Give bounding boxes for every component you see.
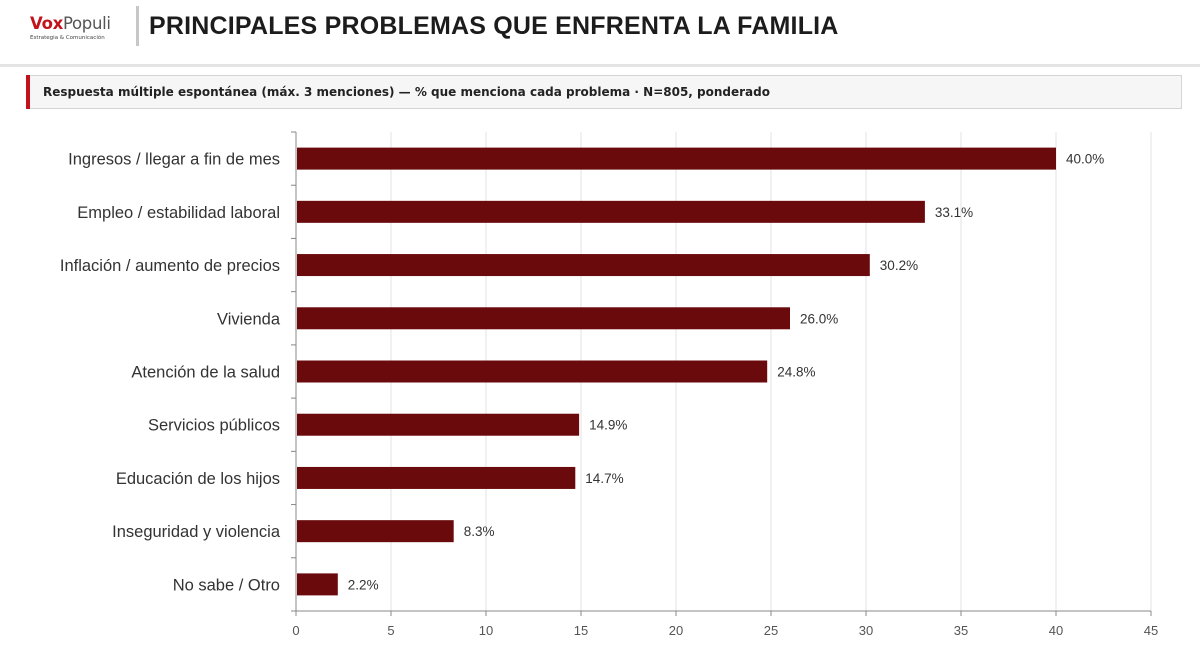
logo-wordmark: VoxPopuli [30, 14, 130, 34]
x-tick-label-6: 30 [859, 623, 873, 638]
value-label-8: 2.2% [348, 577, 379, 592]
value-label-7: 8.3% [464, 524, 495, 539]
category-label-3: Vivienda [217, 310, 281, 328]
x-tick-label-3: 15 [574, 623, 588, 638]
value-label-2: 30.2% [880, 258, 918, 273]
x-tick-label-2: 10 [479, 623, 493, 638]
bar-8 [297, 573, 338, 596]
logo-vox-text: Vox [30, 14, 63, 33]
value-label-1: 33.1% [935, 205, 973, 220]
x-tick-label-0: 0 [292, 623, 299, 638]
category-label-4: Atención de la salud [131, 364, 280, 382]
header-bar: VoxPopuli Estrategia & Comunicación PRIN… [0, 0, 1200, 67]
value-label-6: 14.7% [585, 471, 623, 486]
bar-4 [297, 360, 768, 383]
bar-2 [297, 254, 870, 277]
chart-subtitle: Respuesta múltiple espontánea (máx. 3 me… [43, 85, 770, 99]
header-divider [136, 6, 139, 46]
voxpopuli-logo: VoxPopuli Estrategia & Comunicación [30, 14, 130, 50]
value-label-3: 26.0% [800, 311, 838, 326]
category-label-7: Inseguridad y violencia [112, 523, 281, 541]
bar-7 [297, 520, 454, 543]
subtitle-accent-bar [26, 75, 30, 109]
category-label-5: Servicios públicos [148, 417, 280, 435]
category-label-0: Ingresos / llegar a fin de mes [68, 151, 280, 169]
bar-0 [297, 147, 1056, 170]
category-label-1: Empleo / estabilidad laboral [77, 204, 280, 222]
bar-6 [297, 466, 576, 489]
page-title: PRINCIPALES PROBLEMAS QUE ENFRENTA LA FA… [149, 12, 839, 40]
bar-1 [297, 200, 925, 223]
category-label-2: Inflación / aumento de precios [60, 257, 280, 275]
x-tick-label-5: 25 [764, 623, 778, 638]
value-label-4: 24.8% [777, 365, 815, 380]
category-label-8: No sabe / Otro [173, 576, 280, 594]
x-tick-label-9: 45 [1144, 623, 1158, 638]
x-tick-label-4: 20 [669, 623, 683, 638]
subtitle-box: Respuesta múltiple espontánea (máx. 3 me… [26, 75, 1182, 109]
value-label-5: 14.9% [589, 418, 627, 433]
logo-tagline: Estrategia & Comunicación [30, 35, 105, 41]
logo-populi-text: Populi [62, 14, 111, 33]
x-tick-label-8: 40 [1049, 623, 1063, 638]
x-tick-label-1: 5 [387, 623, 394, 638]
x-tick-label-7: 35 [954, 623, 968, 638]
category-label-6: Educación de los hijos [116, 470, 280, 488]
bar-5 [297, 413, 580, 436]
value-label-0: 40.0% [1066, 152, 1104, 167]
bar-3 [297, 307, 790, 330]
